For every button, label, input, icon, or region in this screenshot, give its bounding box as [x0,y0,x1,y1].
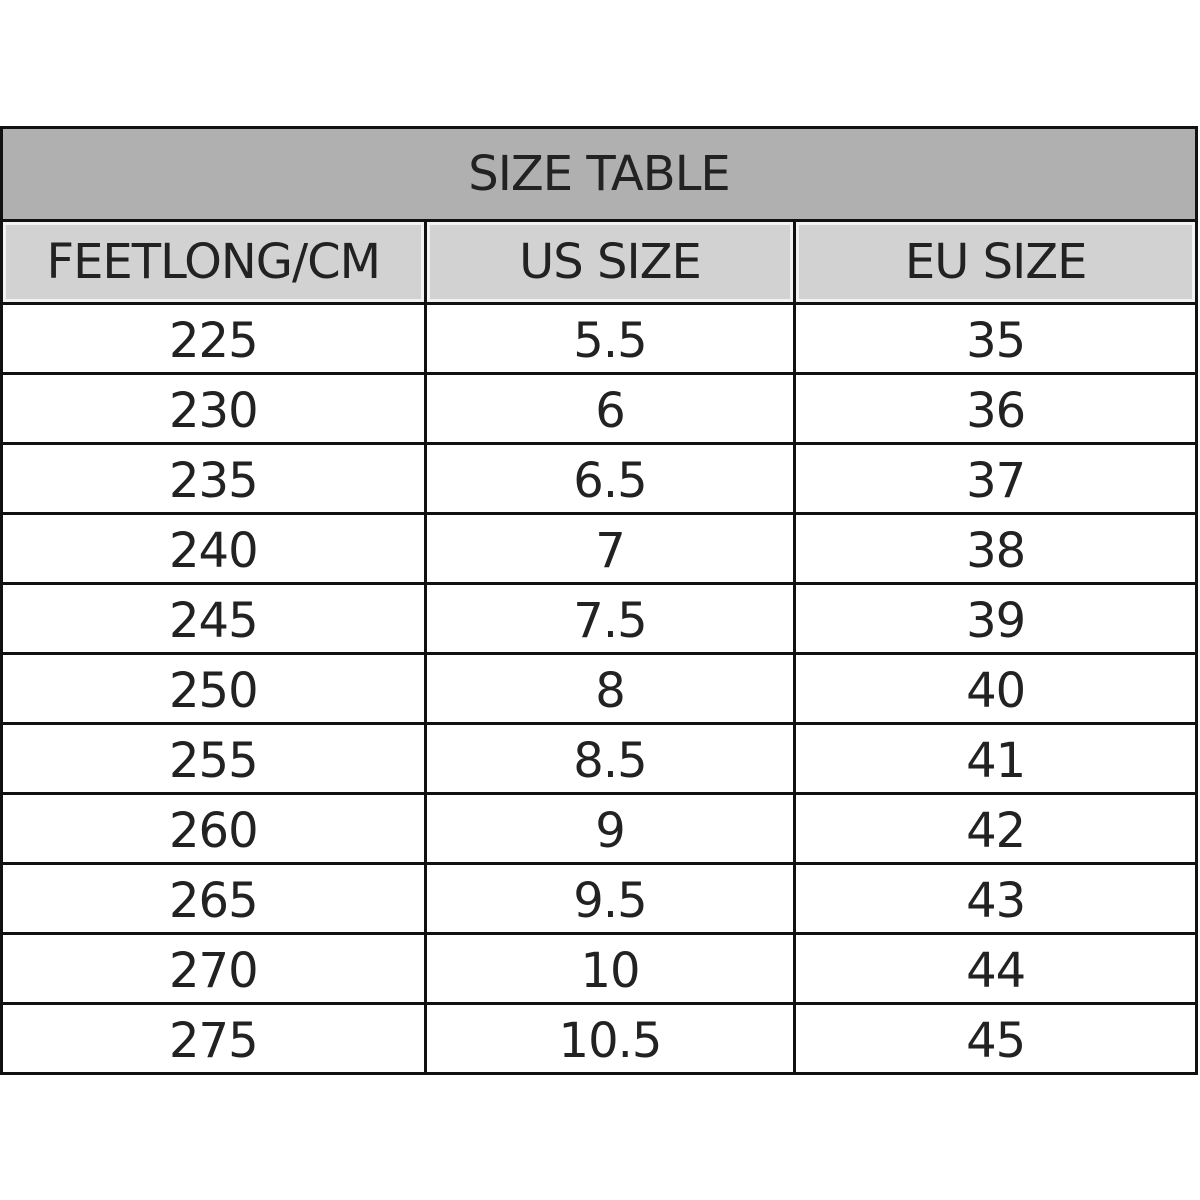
cell-eu-size: 44 [793,932,1198,1005]
table-row: 245 7.5 39 [0,582,1198,655]
cell-feetlong: 265 [0,862,427,935]
table-row: 240 7 38 [0,512,1198,585]
cell-feetlong: 225 [0,302,427,375]
cell-us-size: 6 [423,372,797,445]
cell-us-size: 8 [423,652,797,725]
cell-us-size: 7 [423,512,797,585]
cell-feetlong: 275 [0,1002,427,1075]
table-row: 265 9.5 43 [0,862,1198,935]
cell-eu-size: 37 [793,442,1198,515]
cell-eu-size: 38 [793,512,1198,585]
table-row: 270 10 44 [0,932,1198,1005]
cell-feetlong: 260 [0,792,427,865]
cell-feetlong: 230 [0,372,427,445]
cell-us-size: 5.5 [423,302,797,375]
cell-feetlong: 270 [0,932,427,1005]
size-table: SIZE TABLE FEETLONG/CM US SIZE EU SIZE 2… [0,126,1198,1075]
cell-feetlong: 250 [0,652,427,725]
cell-us-size: 8.5 [423,722,797,795]
table-row: 255 8.5 41 [0,722,1198,795]
header-feetlong: FEETLONG/CM [0,219,427,305]
cell-eu-size: 35 [793,302,1198,375]
cell-eu-size: 45 [793,1002,1198,1075]
table-row: 260 9 42 [0,792,1198,865]
cell-feetlong: 240 [0,512,427,585]
cell-us-size: 9 [423,792,797,865]
header-eu-size: EU SIZE [793,219,1198,305]
table-row: 235 6.5 37 [0,442,1198,515]
table-row: 275 10.5 45 [0,1002,1198,1075]
table-title: SIZE TABLE [0,126,1198,222]
cell-us-size: 9.5 [423,862,797,935]
cell-us-size: 7.5 [423,582,797,655]
cell-eu-size: 43 [793,862,1198,935]
cell-eu-size: 41 [793,722,1198,795]
cell-eu-size: 36 [793,372,1198,445]
table-row: 230 6 36 [0,372,1198,445]
table-row: 250 8 40 [0,652,1198,725]
cell-feetlong: 255 [0,722,427,795]
cell-us-size: 10.5 [423,1002,797,1075]
header-us-size: US SIZE [423,219,797,305]
cell-eu-size: 42 [793,792,1198,865]
cell-us-size: 6.5 [423,442,797,515]
cell-feetlong: 245 [0,582,427,655]
cell-eu-size: 39 [793,582,1198,655]
cell-us-size: 10 [423,932,797,1005]
table-row: 225 5.5 35 [0,302,1198,375]
cell-eu-size: 40 [793,652,1198,725]
cell-feetlong: 235 [0,442,427,515]
